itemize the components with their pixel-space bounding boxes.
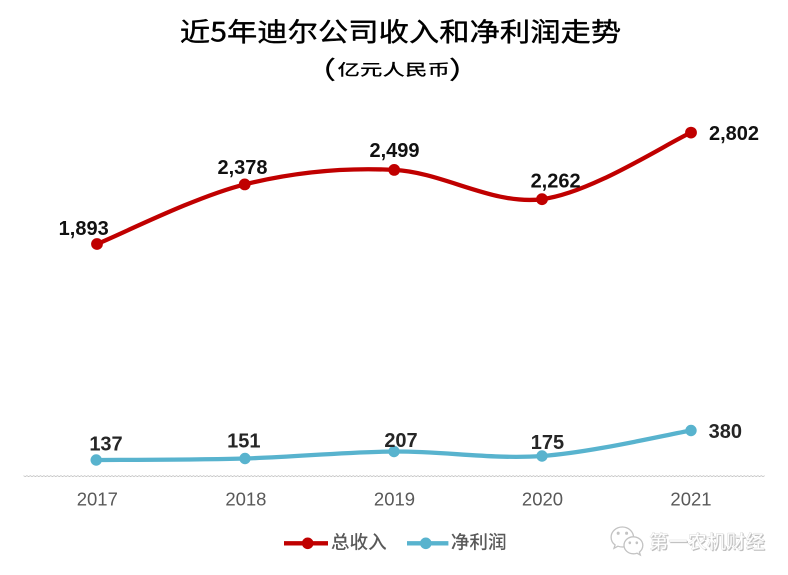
svg-text:1,893: 1,893 (59, 218, 109, 240)
svg-text:175: 175 (531, 432, 564, 454)
svg-text:2018: 2018 (225, 489, 266, 510)
svg-text:2,262: 2,262 (531, 170, 581, 192)
svg-text:2,802: 2,802 (709, 123, 759, 145)
svg-text:2021: 2021 (670, 489, 711, 510)
svg-text:380: 380 (709, 421, 742, 443)
svg-text:151: 151 (227, 430, 260, 452)
svg-text:137: 137 (89, 433, 122, 455)
svg-text:207: 207 (384, 430, 417, 452)
svg-text:2020: 2020 (522, 489, 563, 510)
svg-text:2017: 2017 (77, 489, 118, 510)
svg-text:2,378: 2,378 (217, 157, 267, 179)
svg-text:2,499: 2,499 (369, 140, 419, 162)
svg-text:2019: 2019 (374, 489, 415, 510)
